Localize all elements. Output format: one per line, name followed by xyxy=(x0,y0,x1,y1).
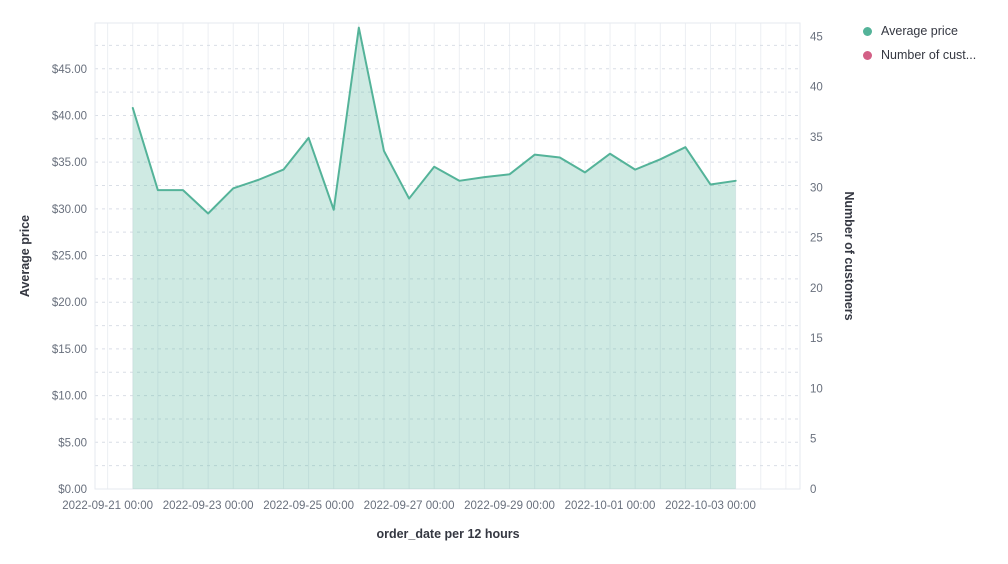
x-axis-tick-label: 2022-09-21 00:00 xyxy=(62,500,153,512)
average-price-dot-icon xyxy=(863,26,872,36)
right-axis-tick-label: 40 xyxy=(810,82,823,94)
legend-label: Number of cust... xyxy=(881,48,977,62)
right-axis-tick-label: 25 xyxy=(810,233,823,245)
left-axis-title: Average price xyxy=(18,214,32,298)
legend-item-average-price[interactable]: Average price xyxy=(863,24,976,38)
left-axis-tick-label: $5.00 xyxy=(58,437,87,449)
average-price-line xyxy=(131,26,737,215)
legend-item-number-of-customers[interactable]: Number of cust... xyxy=(863,48,976,62)
right-axis-tick-label: 45 xyxy=(810,31,823,43)
legend-label: Average price xyxy=(881,24,958,38)
x-axis-tick-label: 2022-09-23 00:00 xyxy=(163,500,254,512)
legend: Average price Number of cust... xyxy=(863,24,976,62)
right-axis-tick-label: 5 xyxy=(810,434,816,446)
left-axis-tick-label: $35.00 xyxy=(52,157,87,169)
plot-border xyxy=(94,22,801,490)
left-axis-tick-label: $20.00 xyxy=(52,297,87,309)
x-axis-tick-label: 2022-09-29 00:00 xyxy=(464,500,555,512)
right-axis-tick-label: 30 xyxy=(810,182,823,194)
left-axis-tick-label: $10.00 xyxy=(52,391,87,403)
left-axis-tick-label: $30.00 xyxy=(52,204,87,216)
right-axis-tick-label: 0 xyxy=(810,484,816,496)
left-axis-tick-label: $45.00 xyxy=(52,64,87,76)
left-axis-tick-label: $0.00 xyxy=(58,484,87,496)
right-axis-title: Number of customers xyxy=(842,191,856,321)
right-axis-tick-label: 15 xyxy=(810,333,823,345)
right-axis-tick-label: 35 xyxy=(810,132,823,144)
number-of-customers-dot-icon xyxy=(863,50,872,60)
left-axis-tick-label: $15.00 xyxy=(52,344,87,356)
average-price-area-fill xyxy=(132,27,736,490)
x-axis-title: order_date per 12 hours xyxy=(376,527,520,541)
right-axis-tick-label: 20 xyxy=(810,283,823,295)
right-axis-tick-label: 10 xyxy=(810,383,823,395)
x-axis-tick-label: 2022-09-27 00:00 xyxy=(364,500,455,512)
left-axis-tick-label: $40.00 xyxy=(52,110,87,122)
x-axis-tick-label: 2022-10-03 00:00 xyxy=(665,500,756,512)
x-axis-tick-label: 2022-10-01 00:00 xyxy=(565,500,656,512)
left-axis-tick-label: $25.00 xyxy=(52,251,87,263)
x-axis-tick-label: 2022-09-25 00:00 xyxy=(263,500,354,512)
